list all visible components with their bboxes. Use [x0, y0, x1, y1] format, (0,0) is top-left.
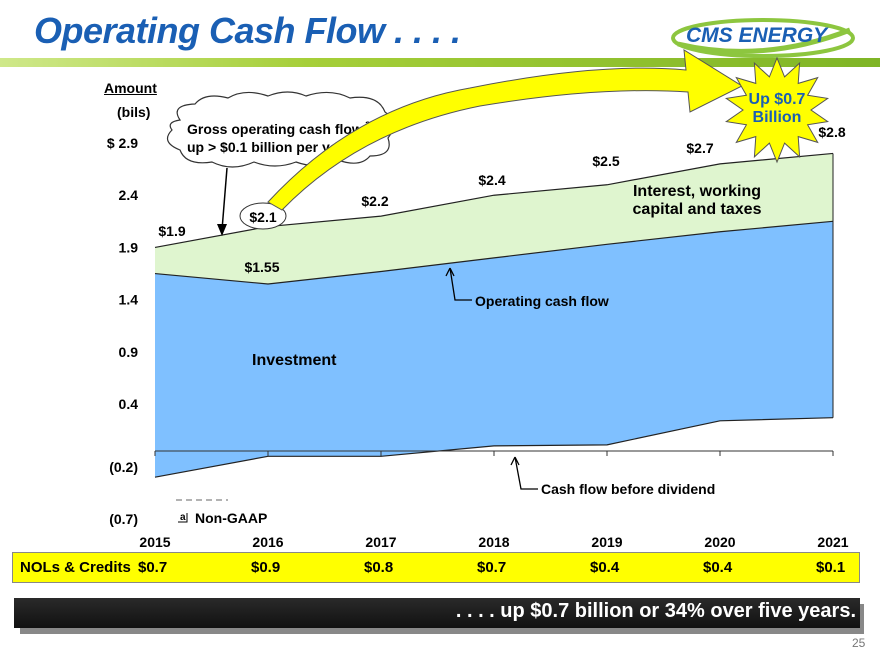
investment-band-area — [155, 221, 833, 478]
cfbd-pointer-label: Cash flow before dividend — [541, 481, 715, 497]
callout-pointer-arrowhead — [217, 224, 227, 236]
y-tick-label: 0.4 — [119, 396, 139, 412]
x-tick-label: 2019 — [591, 534, 622, 550]
y-tick-label: 2.4 — [119, 187, 139, 203]
summary-banner-text: . . . . up $0.7 billion or 34% over five… — [455, 600, 856, 622]
ocf-label-2016: $1.55 — [244, 259, 279, 275]
page-title: Operating Cash Flow . . . . — [34, 10, 461, 51]
y-tick-label: (0.7) — [109, 511, 138, 527]
footnote-mark: a — [180, 512, 186, 523]
ocf-pointer-arrow — [445, 267, 472, 301]
data-label-2017: $2.2 — [361, 193, 388, 209]
x-tick-label: 2016 — [252, 534, 283, 550]
up-starburst-shape — [724, 56, 830, 164]
interest-region-label-line2: capital and taxes — [633, 201, 762, 218]
y-axis-label-units: (bils) — [117, 104, 151, 120]
ocf-line — [154, 220, 834, 285]
cms-logo-text: CMS ENERGY — [686, 24, 828, 47]
cms-logo-swoosh-icon — [671, 18, 855, 58]
interest-band-area — [155, 153, 833, 284]
data-label-2020: $2.7 — [686, 140, 713, 156]
nols-value-2016: $0.9 — [251, 559, 281, 576]
x-tick-label: 2020 — [704, 534, 735, 550]
starburst-line2: Billion — [753, 109, 802, 126]
growth-arrow — [267, 49, 744, 211]
nols-value-2020: $0.4 — [703, 559, 733, 576]
footnote-text: Non-GAAP — [195, 510, 267, 526]
y-tick-label: 1.4 — [119, 292, 139, 308]
starburst-line1: Up $0.7 — [749, 91, 806, 108]
x-tick-label: 2017 — [365, 534, 396, 550]
nols-credits-label: NOLs & Credits — [20, 559, 131, 576]
y-tick-label: 1.9 — [119, 239, 139, 255]
ocf-pointer-label: Operating cash flow — [475, 293, 609, 309]
callout-line1: Gross operating cash flow — [187, 121, 363, 137]
nols-value-2018: $0.7 — [477, 559, 507, 576]
y-tick-label: 0.9 — [119, 344, 139, 360]
x-tick-label: 2018 — [478, 534, 509, 550]
callout-line2: up > $0.1 billion per year — [187, 139, 351, 155]
x-tick-label: 2021 — [817, 534, 848, 550]
nols-value-2015: $0.7 — [138, 559, 168, 576]
investment-region-label: Investment — [252, 352, 337, 369]
nols-credits-bar — [12, 552, 860, 583]
data-label-2016-bubble — [239, 202, 287, 230]
title-divider — [0, 58, 880, 67]
callout-pointer-line — [221, 167, 228, 231]
y-tick-label: (0.2) — [109, 459, 138, 475]
nols-value-2021: $0.1 — [816, 559, 846, 576]
x-tick-label: 2015 — [139, 534, 170, 550]
y-axis-label-amount: Amount — [104, 80, 157, 96]
data-label-2021: $2.8 — [818, 124, 845, 140]
data-label-2016: $2.1 — [249, 209, 276, 225]
nols-value-2017: $0.8 — [364, 559, 394, 576]
data-label-2015: $1.9 — [158, 223, 185, 239]
interest-region-label-line1: Interest, working — [633, 183, 761, 200]
data-label-2019: $2.5 — [592, 153, 619, 169]
cfbd-line — [154, 417, 834, 478]
nols-value-2019: $0.4 — [590, 559, 620, 576]
footnote-mark-bracket — [178, 513, 188, 523]
page-number: 25 — [852, 636, 866, 650]
y-tick-label: $ 2.9 — [107, 135, 138, 151]
summary-banner — [14, 598, 860, 628]
cfbd-pointer-arrow — [510, 456, 538, 490]
data-label-2018: $2.4 — [478, 172, 505, 188]
